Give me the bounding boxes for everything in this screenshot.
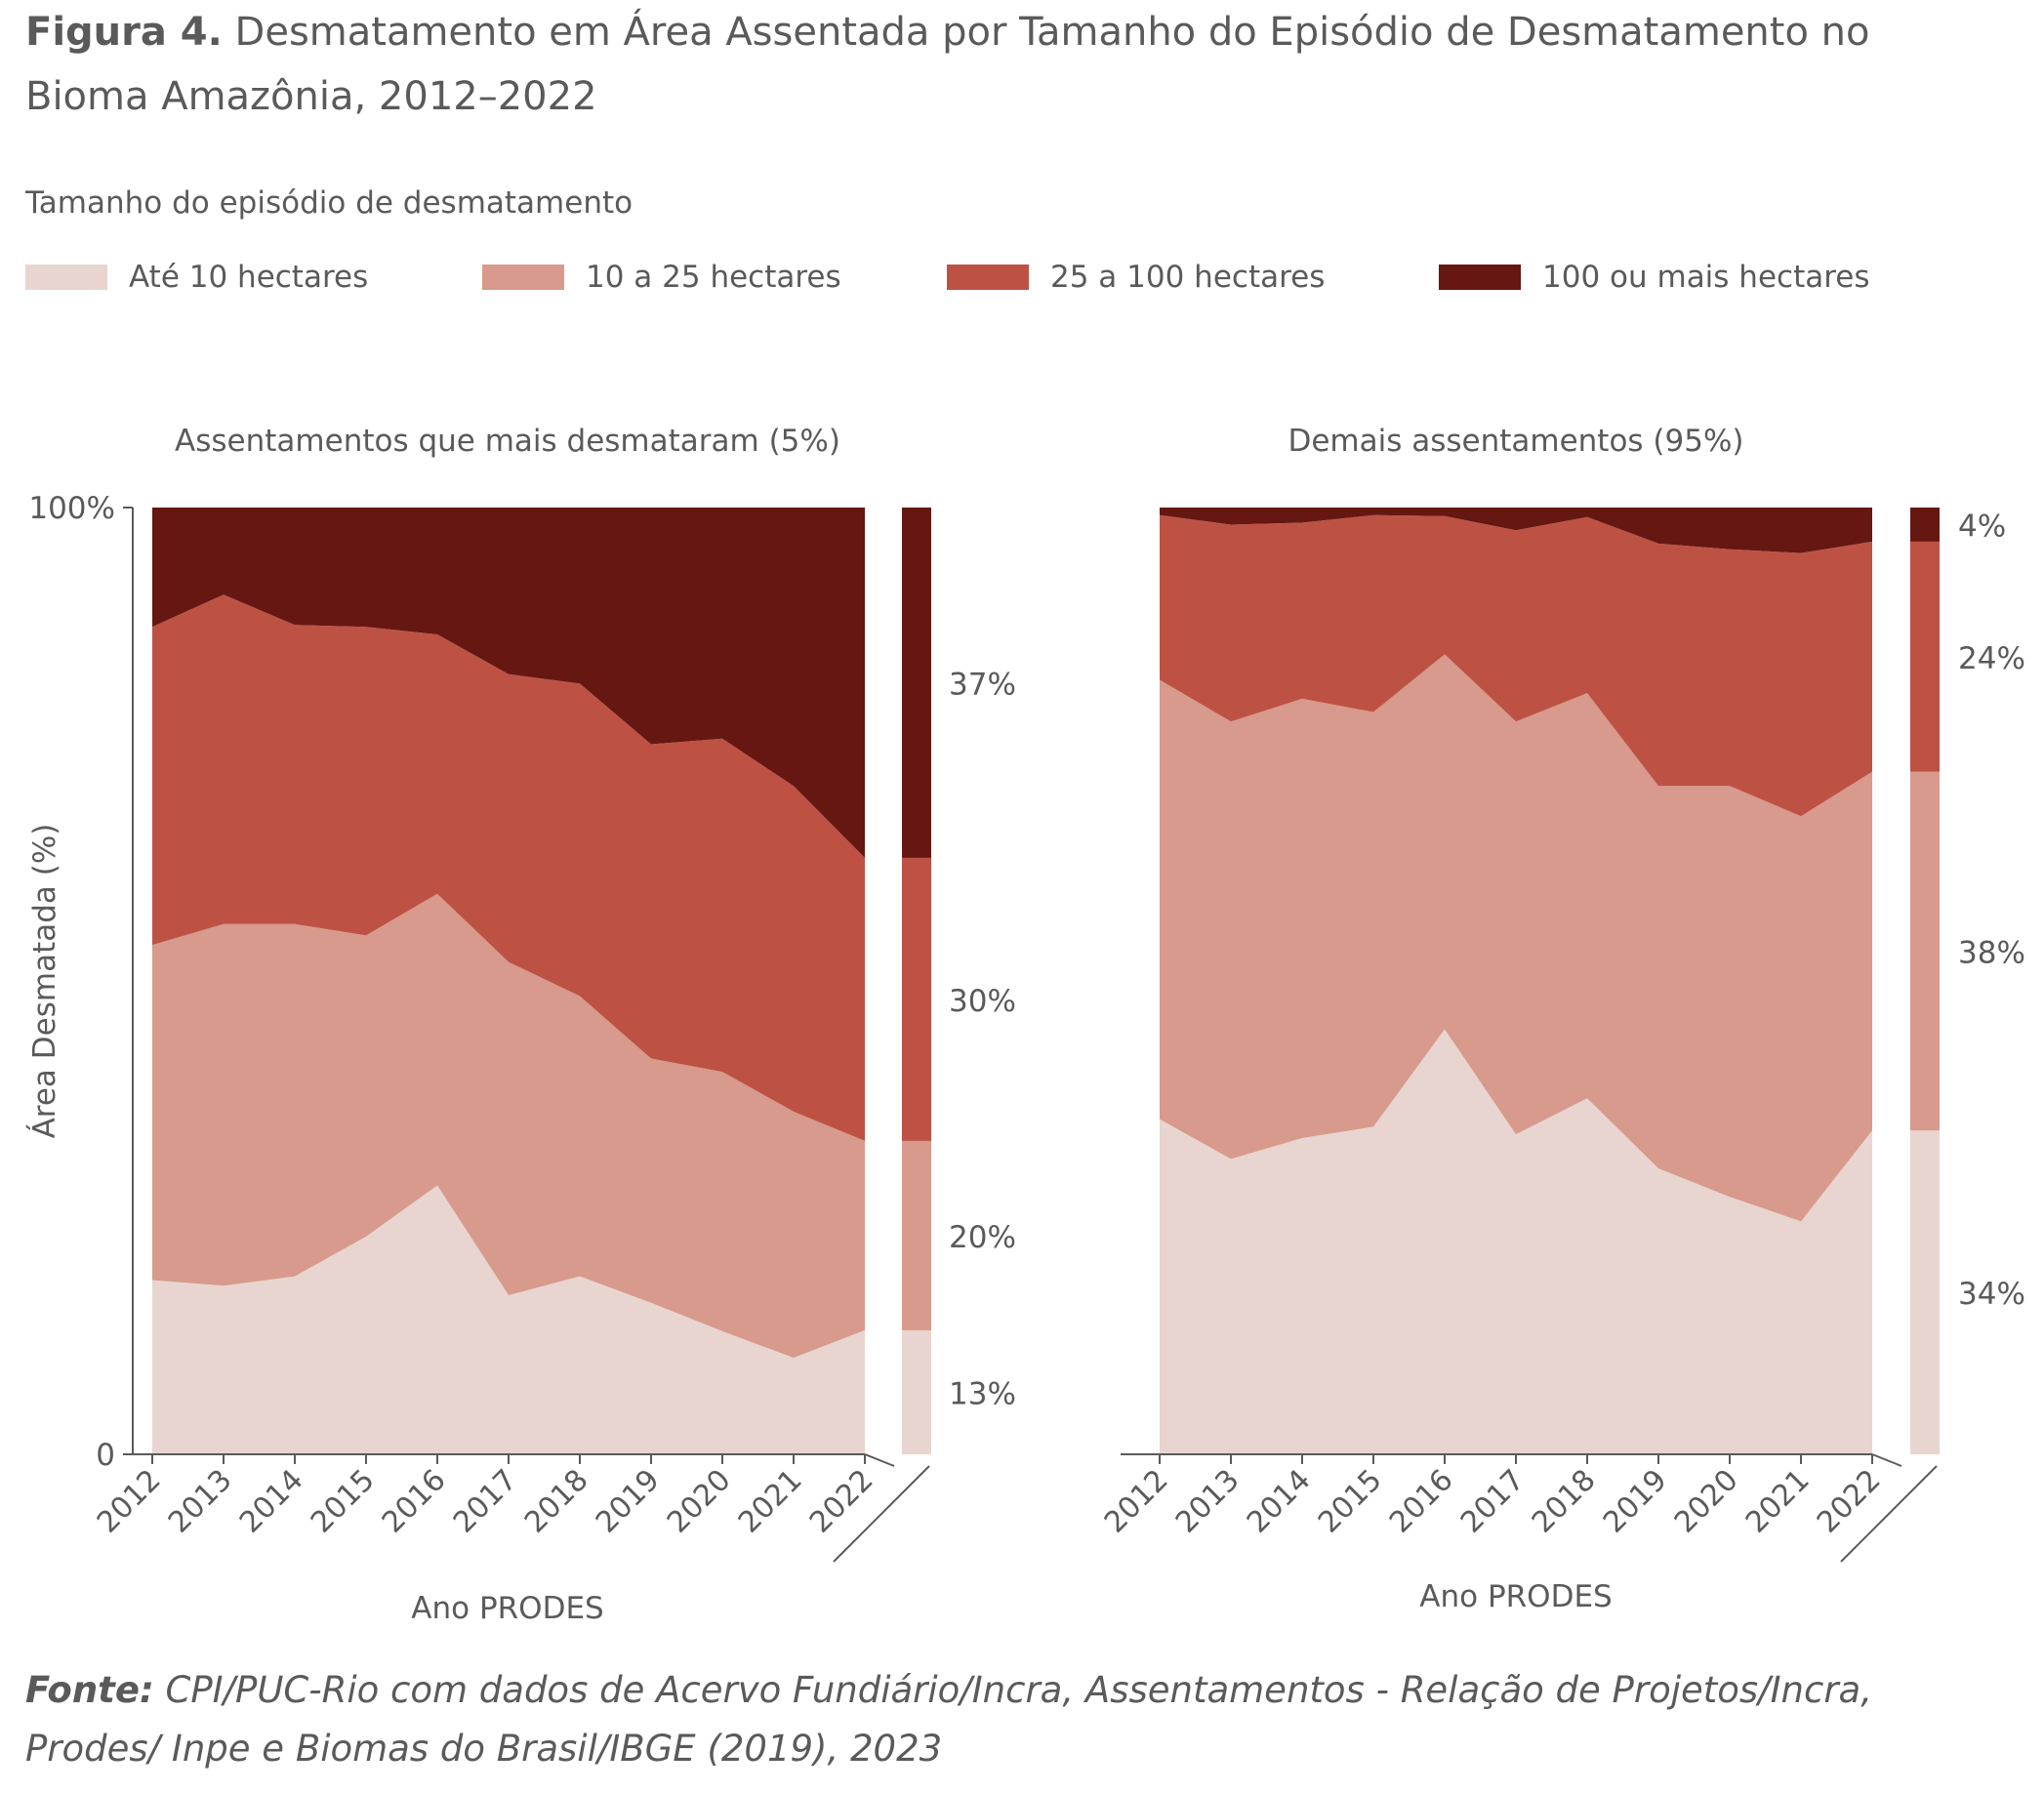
legend-swatch: [25, 265, 107, 290]
chart-other-settlements: 34% 38% 24% 4% Demais assentamentos (95%) 201…: [1098, 424, 2025, 1614]
legend-item-10-25: 10 a 25 hectares: [482, 256, 841, 299]
summary-label: 13%: [949, 1376, 1016, 1411]
summary-bar-segment: [1910, 541, 1940, 772]
x-axis-label: Ano PRODES: [1419, 1579, 1612, 1614]
source-text: CPI/PUC-Rio com dados de Acervo Fundiári…: [25, 1669, 1872, 1770]
panel-title: Demais assentamentos (95%): [1288, 424, 1743, 459]
x-tick-label: 2022: [1811, 1463, 1888, 1540]
legend-item-25-100: 25 a 100 hectares: [947, 256, 1325, 299]
figure-title-text: Desmatamento em Área Assentada por Taman…: [25, 10, 1870, 119]
x-axis-break-mark: [833, 1465, 930, 1563]
summary-label: 30%: [949, 984, 1016, 1019]
area-series-3: [152, 594, 865, 1141]
legend-swatch: [947, 265, 1029, 290]
x-tick-label: 2012: [91, 1463, 168, 1540]
y-tick-label: 100%: [28, 491, 115, 526]
legend-item-100-mais: 100 ou mais hectares: [1439, 256, 1870, 299]
legend-swatch: [1439, 265, 1521, 290]
summary-label: 38%: [1958, 935, 2025, 970]
x-tick-label: 2017: [447, 1463, 524, 1540]
summary-bar-segment: [902, 508, 931, 858]
x-tick-label: 2019: [590, 1463, 667, 1540]
x-tick-label: 2017: [1454, 1463, 1532, 1540]
area-series-2: [152, 893, 865, 1359]
figure-number: Figura 4.: [25, 10, 223, 55]
source-label: Fonte:: [25, 1669, 154, 1711]
x-tick-label: 2015: [1312, 1463, 1389, 1540]
summary-label: 37%: [949, 667, 1016, 702]
x-tick-label: 2014: [233, 1463, 310, 1540]
x-tick-label: 2014: [1241, 1463, 1318, 1540]
area-series-1: [152, 1185, 865, 1454]
x-tick-label: 2021: [732, 1463, 809, 1540]
legend-item-ate-10: Até 10 hectares: [25, 256, 368, 299]
summary-bar-segment: [1910, 771, 1940, 1131]
x-tick-label: 2022: [803, 1463, 880, 1540]
x-tick-label: 2013: [1169, 1463, 1247, 1540]
area-series-4: [152, 508, 865, 858]
summary-bar-segment: [1910, 508, 1940, 542]
x-tick-label: 2018: [1526, 1463, 1603, 1540]
x-axis-end-mark: [1871, 1453, 1902, 1467]
legend-title: Tamanho do episódio de desmatamento: [25, 185, 634, 221]
panel-title: Assentamentos que mais desmataram (5%): [175, 424, 840, 459]
figure-title: Figura 4. Desmatamento em Área Assentada…: [25, 0, 1978, 129]
area-series-1: [1160, 1029, 1872, 1454]
y-axis-label: Área Desmatada (%): [27, 824, 62, 1139]
area-series-2: [1160, 654, 1872, 1222]
legend-label: 25 a 100 hectares: [1050, 260, 1326, 295]
x-tick-label: 2016: [376, 1463, 453, 1540]
x-tick-label: 2020: [1668, 1463, 1745, 1540]
x-axis-label: Ano PRODES: [411, 1591, 603, 1626]
summary-label: 34%: [1958, 1277, 2025, 1312]
summary-bar-segment: [902, 1329, 931, 1454]
x-tick-label: 2021: [1739, 1463, 1817, 1540]
summary-label: 20%: [949, 1220, 1016, 1255]
x-axis-end-mark: [864, 1453, 895, 1467]
x-tick-label: 2012: [1098, 1463, 1175, 1540]
area-series-3: [1160, 514, 1872, 817]
x-tick-label: 2020: [661, 1463, 738, 1540]
legend-swatch: [482, 265, 564, 290]
source-note: Fonte: CPI/PUC-Rio com dados de Acervo F…: [25, 1661, 2017, 1778]
summary-label: 24%: [1958, 641, 2025, 676]
legend-label: 10 a 25 hectares: [586, 260, 841, 295]
y-tick-label: 0: [96, 1438, 115, 1473]
x-tick-label: 2015: [305, 1463, 382, 1540]
summary-bar-segment: [902, 857, 931, 1141]
summary-label: 4%: [1958, 509, 2006, 544]
legend-label: Até 10 hectares: [129, 260, 369, 295]
summary-bar-segment: [902, 1140, 931, 1330]
x-tick-label: 2019: [1597, 1463, 1674, 1540]
x-tick-label: 2018: [518, 1463, 595, 1540]
area-series-4: [1160, 508, 1872, 553]
x-tick-label: 2016: [1383, 1463, 1460, 1540]
chart-top-deforesters: 13% 20% 30% 37% Assentamentos que mais desma…: [27, 424, 1016, 1626]
x-axis-break-mark: [1840, 1465, 1938, 1563]
legend-label: 100 ou mais hectares: [1542, 260, 1870, 295]
x-tick-label: 2013: [162, 1463, 239, 1540]
summary-bar-segment: [1910, 1130, 1940, 1454]
